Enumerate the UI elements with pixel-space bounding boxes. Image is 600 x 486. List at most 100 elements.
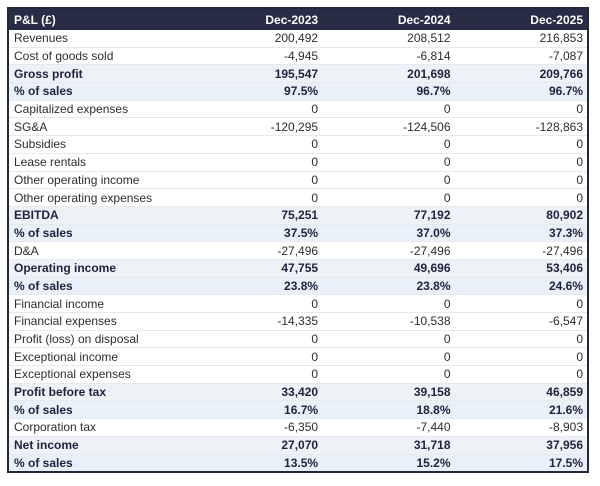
row-value: 0 bbox=[189, 294, 323, 313]
row-value: 0 bbox=[189, 347, 323, 366]
row-value: 24.6% bbox=[454, 276, 587, 295]
row-label: Other operating expenses bbox=[9, 188, 190, 207]
row-label: % of sales bbox=[9, 223, 190, 242]
table-row: Profit (loss) on disposal 0 0 0 bbox=[9, 329, 587, 348]
row-value: 0 bbox=[454, 329, 587, 348]
row-value: 0 bbox=[322, 152, 455, 171]
table-row: Other operating expenses 0 0 0 bbox=[9, 188, 587, 207]
row-label: Exceptional expenses bbox=[9, 365, 190, 384]
row-value: -27,496 bbox=[189, 241, 323, 260]
table-row: Profit before tax 33,420 39,158 46,859 bbox=[9, 382, 587, 401]
row-value: 0 bbox=[189, 329, 323, 348]
table-row: EBITDA 75,251 77,192 80,902 bbox=[9, 205, 587, 225]
table-row: % of sales 23.8% 23.8% 24.6% bbox=[9, 276, 587, 295]
row-value: 47,755 bbox=[189, 258, 323, 278]
header-row: P&L (£) Dec-2023 Dec-2024 Dec-2025 bbox=[9, 9, 587, 30]
row-label: Net income bbox=[9, 435, 190, 454]
row-value: 208,512 bbox=[407, 31, 451, 46]
row-value: 0 bbox=[322, 329, 455, 348]
row-value: 80,902 bbox=[454, 205, 587, 225]
row-label: Lease rentals bbox=[9, 152, 190, 171]
row-value: -128,863 bbox=[454, 117, 587, 136]
table-row: Financial expenses -14,335 -10,538 -6,547 bbox=[9, 312, 587, 331]
row-value: 75,251 bbox=[189, 205, 323, 225]
table-row: SG&A -120,295 -124,506 -128,863 bbox=[9, 117, 587, 136]
row-value: 31,718 bbox=[322, 435, 455, 454]
row-value: -4,945 bbox=[189, 46, 323, 65]
row-value: -8,903 bbox=[454, 418, 587, 437]
row-value: 97.5% bbox=[189, 82, 323, 101]
row-value: 0 bbox=[322, 347, 455, 366]
table-row: Lease rentals 0 0 0 bbox=[9, 152, 587, 171]
row-value: -27,496 bbox=[454, 241, 587, 260]
row-label: Other operating income bbox=[9, 170, 190, 189]
row-value: 39,158 bbox=[322, 382, 455, 401]
row-value: 0 bbox=[454, 294, 587, 313]
row-value: 0 bbox=[189, 188, 323, 207]
row-label: Capitalized expenses bbox=[9, 99, 190, 118]
header-pl-label: P&L (£) bbox=[9, 9, 190, 30]
row-value: 0 bbox=[189, 135, 323, 154]
row-value: 0 bbox=[454, 365, 587, 384]
column-header-dec-2024: Dec-2024 bbox=[322, 9, 455, 30]
row-value: 37.0% bbox=[322, 223, 455, 242]
row-value: -27,496 bbox=[322, 241, 455, 260]
row-value: 0 bbox=[189, 170, 323, 189]
row-label: % of sales bbox=[9, 82, 190, 101]
row-value: 77,192 bbox=[322, 205, 455, 225]
row-label: % of sales bbox=[9, 276, 190, 295]
row-value: 53,406 bbox=[454, 258, 587, 278]
table-row: % of sales 97.5% 96.7% 96.7% bbox=[9, 82, 587, 101]
row-value: 17.5% bbox=[454, 453, 587, 472]
row-label: % of sales bbox=[9, 400, 190, 419]
row-value: 216,853 bbox=[539, 31, 583, 46]
row-label: % of sales bbox=[9, 453, 190, 472]
table-row: Other operating income 0 0 0 bbox=[9, 170, 587, 189]
row-value: -6,350 bbox=[189, 418, 323, 437]
row-value: -6,547 bbox=[454, 312, 587, 331]
table-row: Cost of goods sold -4,945 -6,814 -7,087 bbox=[9, 46, 587, 65]
row-value: 0 bbox=[322, 170, 455, 189]
row-value: 209,766 bbox=[454, 64, 587, 83]
row-value: 0 bbox=[189, 365, 323, 384]
table-header: P&L (£) Dec-2023 Dec-2024 Dec-2025 bbox=[9, 9, 587, 30]
row-value: 0 bbox=[322, 294, 455, 313]
row-label: Profit (loss) on disposal bbox=[9, 329, 190, 348]
row-label: Gross profit bbox=[9, 64, 190, 83]
table-row: Exceptional expenses 0 0 0 bbox=[9, 365, 587, 384]
row-value: 201,698 bbox=[322, 64, 455, 83]
row-value: -7,087 bbox=[454, 46, 587, 65]
row-value: -124,506 bbox=[322, 117, 455, 136]
row-value: 37.3% bbox=[454, 223, 587, 242]
table-row: % of sales 13.5% 15.2% 17.5% bbox=[9, 453, 587, 472]
table-row: D&A -27,496 -27,496 -27,496 bbox=[9, 241, 587, 260]
table-row: Exceptional income 0 0 0 bbox=[9, 347, 587, 366]
table-row: % of sales 37.5% 37.0% 37.3% bbox=[9, 223, 587, 242]
table-row: Corporation tax -6,350 -7,440 -8,903 bbox=[9, 418, 587, 437]
row-value: -14,335 bbox=[189, 312, 323, 331]
row-value: 33,420 bbox=[189, 382, 323, 401]
row-value: 37.5% bbox=[189, 223, 323, 242]
row-label: Revenues bbox=[14, 31, 69, 46]
row-value: 13.5% bbox=[189, 453, 323, 472]
row-label: SG&A bbox=[9, 117, 190, 136]
row-value: 46,859 bbox=[454, 382, 587, 401]
row-value: 96.7% bbox=[322, 82, 455, 101]
row-value: 18.8% bbox=[322, 400, 455, 419]
column-header-dec-2025: Dec-2025 bbox=[454, 9, 587, 30]
row-value: 0 bbox=[322, 188, 455, 207]
row-label: EBITDA bbox=[9, 205, 190, 225]
row-value: 0 bbox=[454, 347, 587, 366]
row-value: 21.6% bbox=[454, 400, 587, 419]
row-value: -10,538 bbox=[322, 312, 455, 331]
row-label: Corporation tax bbox=[9, 418, 190, 437]
table-row: Subsidies 0 0 0 bbox=[9, 135, 587, 154]
row-value: 37,956 bbox=[454, 435, 587, 454]
row-value: 0 bbox=[454, 99, 587, 118]
row-label: Operating income bbox=[9, 258, 190, 278]
row-value: 0 bbox=[454, 188, 587, 207]
row-value: 0 bbox=[322, 99, 455, 118]
table-row: Gross profit 195,547 201,698 209,766 bbox=[9, 64, 587, 83]
row-label: Exceptional income bbox=[9, 347, 190, 366]
row-value: 0 bbox=[454, 135, 587, 154]
